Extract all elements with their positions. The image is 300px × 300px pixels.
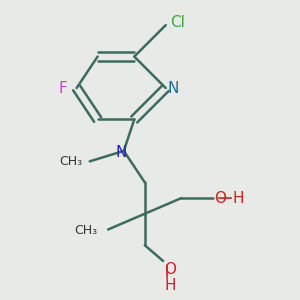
Text: O: O: [164, 262, 176, 277]
Text: N: N: [167, 80, 178, 95]
Text: CH₃: CH₃: [74, 224, 98, 237]
Text: H: H: [232, 190, 244, 206]
Text: Cl: Cl: [170, 15, 184, 30]
Text: CH₃: CH₃: [59, 155, 82, 168]
Text: N: N: [116, 145, 127, 160]
Text: F: F: [59, 80, 68, 95]
Text: O: O: [214, 190, 226, 206]
Text: H: H: [164, 278, 176, 293]
